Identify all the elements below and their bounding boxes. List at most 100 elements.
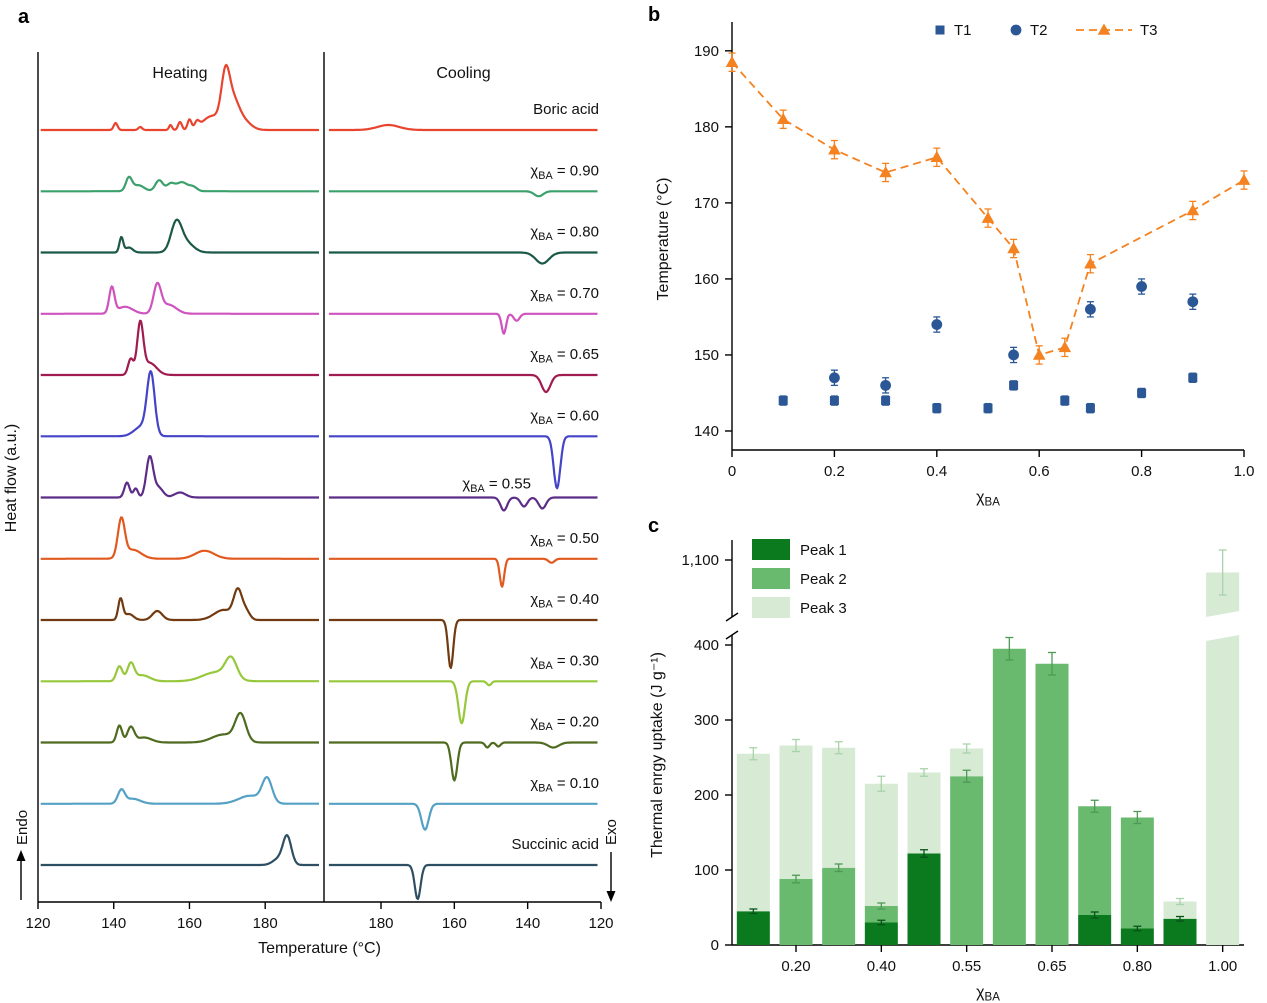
error-bar [920,849,928,858]
legend-label-peak-2: Peak 2 [800,571,847,588]
stacked-bar-1.00 [1206,572,1240,945]
circle-marker [1187,296,1199,308]
series-t1 [778,372,1198,414]
cooling-xtick-label: 120 [588,915,613,932]
dsc-cooling-curve-ba-0.90 [328,190,598,198]
circle-marker [1085,303,1096,315]
bar-segment-peak-2 [822,867,856,945]
endo-up-arrow [16,850,26,900]
b-xtick-label: 0.6 [1029,463,1050,480]
error-bar [920,768,928,777]
error-bar [1176,897,1184,906]
stacked-bar-0.90 [1163,901,1197,945]
error-bar [792,738,800,753]
error-bar [834,741,843,755]
c-xtick-label: 1.00 [1208,958,1237,975]
legend-swatch-peak-2 [752,568,790,589]
bar-segment-peak-1 [864,922,898,945]
panel-a-letter: a [18,6,30,28]
square-marker [932,403,942,413]
error-bar [877,902,886,910]
dsc-heating-curve-ba-0.80 [40,218,320,254]
curve-label-ba-0.40: χBA = 0.40 [530,591,599,611]
b-xtick-label: 0 [728,463,736,480]
b-ytick-label: 180 [694,119,719,136]
triangle-marker [828,143,841,155]
square-marker [1009,380,1019,390]
curve-label-ba-0.20: χBA = 0.20 [530,714,599,734]
bar-segment-peak-2 [992,648,1026,945]
bar-segment-peak-2 [950,776,984,945]
c-ytick-label: 100 [694,862,719,879]
circle-marker [1010,24,1022,36]
stacked-bar-0.10 [736,753,770,945]
dsc-cooling-curve-ba-0.30 [328,680,598,725]
square-marker [1137,388,1147,398]
square-marker [983,403,993,413]
legend-label-peak-1: Peak 1 [800,542,847,559]
dsc-heating-curve-succinic-acid [40,834,320,867]
square-marker [829,396,839,406]
bar-segment-peak-3 [1163,901,1197,919]
t3-dashed-line [731,61,1245,357]
b-ytick-label: 160 [694,271,719,288]
stacked-bar-0.60 [992,648,1026,945]
triangle-marker [1237,173,1251,185]
panel-c-thermal-energy: 0 100 200 300 400 1,100 Thermal enrgy uptake (… [649,539,1244,1003]
dsc-heating-curve-ba-0.60 [40,370,320,438]
circle-marker [829,372,840,384]
error-bar [1090,799,1099,813]
error-bar [1048,651,1056,676]
dsc-cooling-curve-ba-0.40 [328,618,598,669]
error-bar [1090,911,1099,919]
error-bar [1133,925,1142,932]
circle-marker [931,319,943,330]
dsc-cooling-curve-ba-0.50 [328,557,598,588]
curve-label-succinic-acid: Succinic acid [511,836,599,853]
endo-label: Endo [14,810,31,845]
bar-segment-peak-2 [1078,806,1112,915]
triangle-marker [1186,203,1200,216]
error-bar [962,769,971,783]
cooling-xtick-label: 180 [368,915,393,932]
bar-segment-peak-3-lower [1206,635,1240,945]
panel-b-xlabel: χBA [976,489,1000,509]
triangle-marker [879,165,892,178]
dsc-heating-curve-ba-0.30 [40,655,320,683]
c-ytick-label-upper: 1,100 [681,552,719,569]
bar-segment-peak-1 [1120,928,1154,945]
cooling-xtick-label: 140 [515,915,540,932]
square-marker [881,396,891,406]
heating-xtick-label: 160 [177,915,202,932]
curve-label-boric-acid: Boric acid [533,101,599,118]
triangle-marker [1007,242,1020,254]
legend-label-peak-3: Peak 3 [800,600,847,617]
c-ytick-label: 0 [711,937,719,954]
error-bar [1005,636,1014,661]
curve-label-ba-0.90: χBA = 0.90 [530,162,599,182]
circle-marker [1136,281,1147,292]
triangle-marker [981,211,995,223]
dsc-heating-curve-ba-0.65 [40,319,320,377]
c-ytick-label: 200 [694,787,719,804]
curve-label-ba-0.50: χBA = 0.50 [530,530,599,550]
error-bar [834,863,843,873]
panel-b-letter: b [648,4,661,26]
circle-marker [1008,349,1019,361]
error-bar [1176,915,1184,922]
bar-segment-peak-3 [779,745,813,879]
curve-label-ba-0.65: χBA = 0.65 [530,346,599,366]
legend-swatch-peak-1 [752,539,790,560]
curve-label-ba-0.70: χBA = 0.70 [530,285,599,305]
stacked-bar-0.70 [1078,806,1112,945]
dsc-cooling-curve-ba-0.55 [328,496,598,512]
heating-column-label: Heating [152,65,207,82]
series-t2 [829,278,1199,394]
error-bar [749,747,758,761]
c-xtick-label: 0.80 [1123,958,1152,975]
square-marker [1085,403,1095,413]
square-marker [1188,373,1198,383]
square-marker [935,25,945,35]
panel-b-legend: T1 T2 T3 [935,22,1158,39]
